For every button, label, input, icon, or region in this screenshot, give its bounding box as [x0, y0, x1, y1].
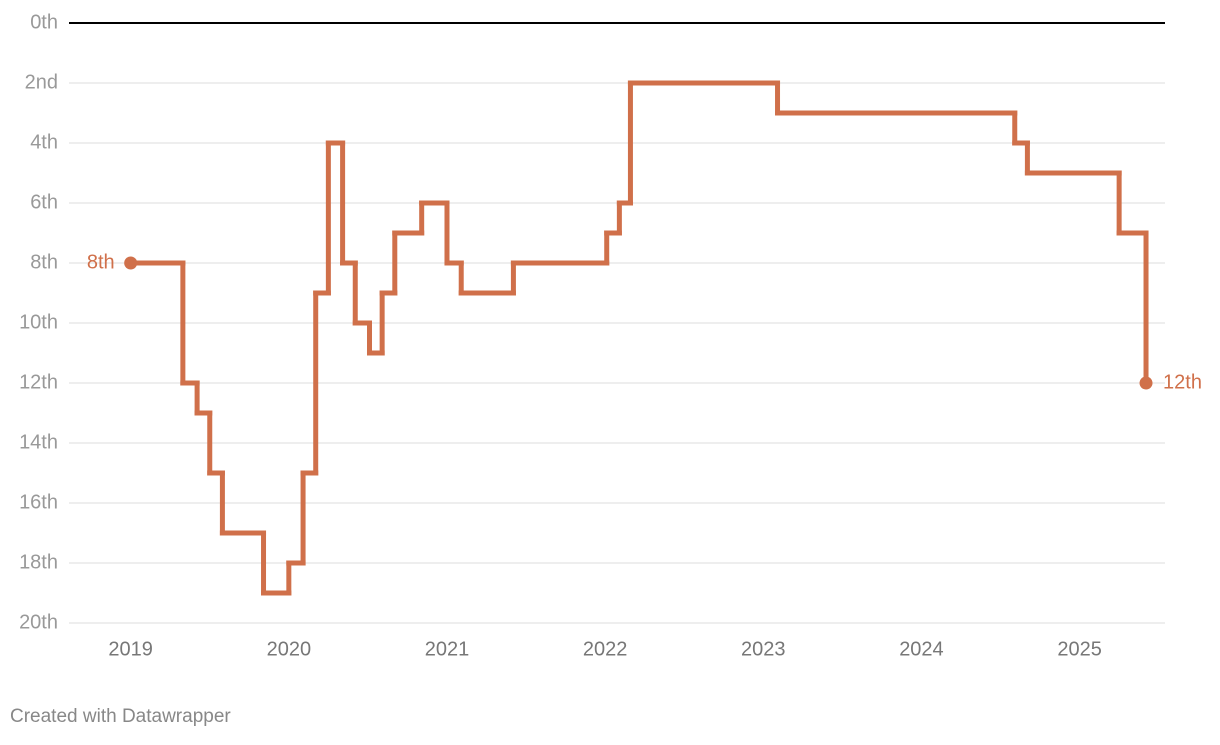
end-point: [1139, 376, 1153, 390]
y-tick-label: 8th: [30, 251, 58, 273]
y-tick-label: 4th: [30, 131, 58, 153]
x-tick-label: 2025: [1057, 638, 1102, 660]
y-tick-label: 20th: [19, 611, 58, 633]
y-tick-label: 16th: [19, 491, 58, 513]
y-tick-label: 0th: [30, 11, 58, 33]
value-label: 12th: [1163, 371, 1202, 393]
x-tick-label: 2021: [425, 638, 470, 660]
x-tick-label: 2019: [108, 638, 153, 660]
x-tick-label: 2020: [267, 638, 312, 660]
x-tick-label: 2023: [741, 638, 786, 660]
y-tick-label: 12th: [19, 371, 58, 393]
end-point: [124, 256, 138, 270]
x-tick-label: 2024: [899, 638, 944, 660]
footer: Created with Datawrapper: [10, 706, 231, 727]
y-tick-label: 18th: [19, 551, 58, 573]
y-tick-label: 2nd: [25, 71, 58, 93]
y-tick-label: 6th: [30, 191, 58, 213]
value-label: 8th: [87, 251, 115, 273]
x-tick-label: 2022: [583, 638, 628, 660]
y-tick-label: 10th: [19, 311, 58, 333]
y-tick-label: 14th: [19, 431, 58, 453]
